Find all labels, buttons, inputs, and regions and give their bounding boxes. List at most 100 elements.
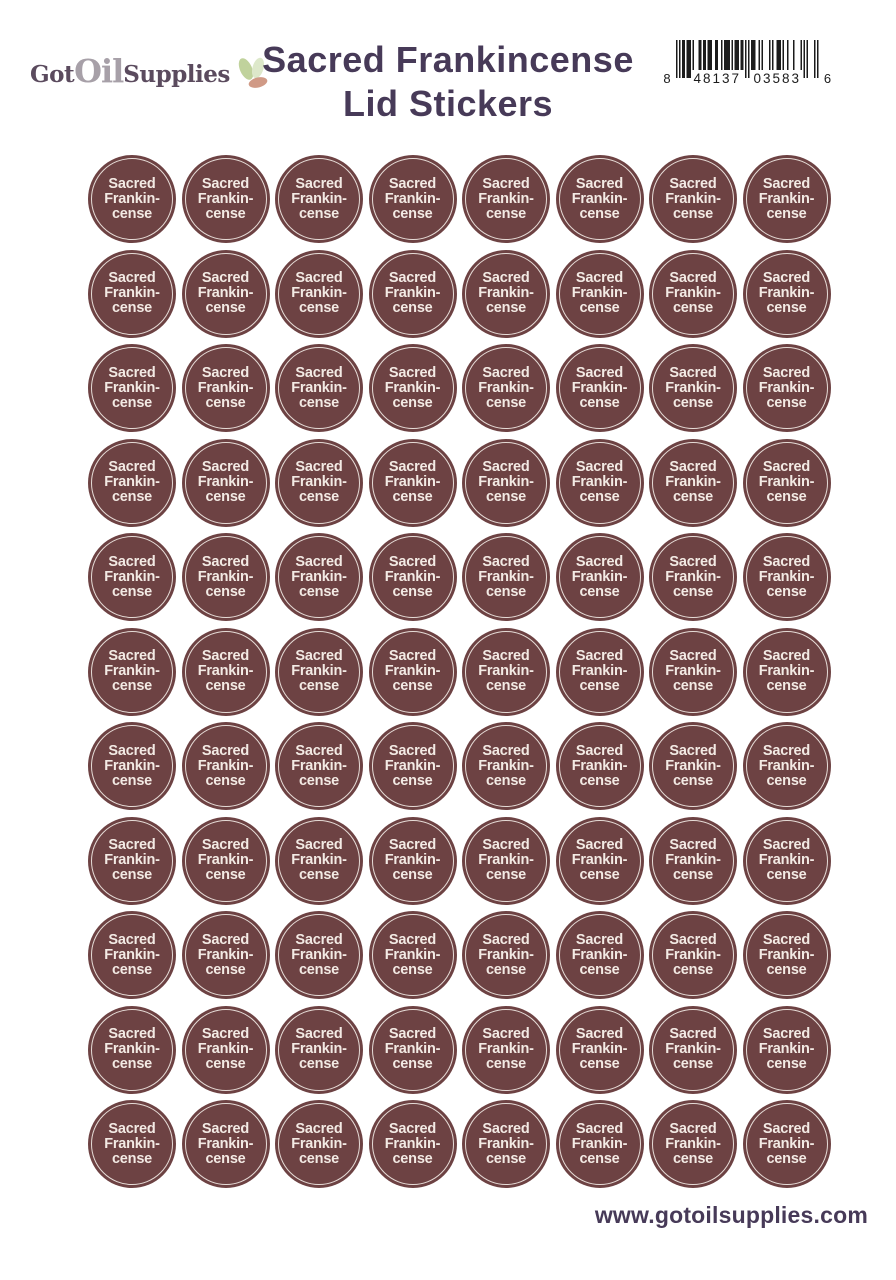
sticker: Sacred Frankin-cense [368,1100,457,1188]
sticker-label-line: cense [579,772,620,789]
sticker-label-line: cense [111,1150,153,1167]
sticker: Sacred Frankin-cense [462,816,550,905]
sticker-label-line: Frankin- [665,757,721,774]
sticker-label-line: cense [111,772,153,789]
sticker: Sacred Frankin-cense [742,1100,831,1188]
sticker: Sacred Frankin-cense [181,155,270,243]
sticker-label-line: Sacred [669,837,717,853]
sticker: Sacred Frankin-cense [88,722,176,810]
sticker-label-line: Frankin- [384,568,441,585]
sticker: Sacred Frankin-cense [462,249,550,338]
sticker-label-line: cense [205,394,246,411]
sticker-label-line: cense [485,205,527,222]
sticker: Sacred Frankin-cense [462,533,550,621]
sticker-label-line: Frankin- [571,474,628,490]
sticker-label-line: cense [111,961,153,978]
sticker-label-line: Sacred [108,1120,156,1137]
sticker-label-line: Frankin- [665,1135,721,1152]
sticker-label-line: Sacred [575,459,624,475]
sticker-label-line: cense [205,678,246,694]
sticker: Sacred Frankin-cense [462,722,550,810]
brand-logo: Got Oil Supplies [30,46,271,88]
sticker-label-line: Sacred [762,1026,811,1042]
sticker: Sacred Frankin-cense [742,722,831,810]
sticker-label-line: cense [205,205,246,222]
sticker: Sacred Frankin-cense [742,627,831,716]
sticker-label-line: Frankin- [384,379,441,396]
sticker-label-line: cense [766,489,807,505]
sticker-label-line: cense [672,678,714,694]
sticker-label-line: cense [579,489,620,505]
sticker-label-line: Sacred [762,1120,811,1137]
sticker: Sacred Frankin-cense [88,344,176,432]
sticker: Sacred Frankin-cense [368,911,457,999]
sticker-label-line: Frankin- [291,379,347,396]
sticker: Sacred Frankin-cense [555,1100,644,1188]
sticker-label-line: Frankin- [197,852,254,868]
sticker-label-line: Frankin- [291,1135,347,1152]
sticker-label-line: Sacred [482,364,530,381]
sticker: Sacred Frankin-cense [742,344,831,432]
sticker-label-line: Sacred [482,1026,530,1042]
sticker-label-line: Sacred [669,364,717,381]
sticker: Sacred Frankin-cense [555,1005,644,1094]
sticker: Sacred Frankin-cense [181,1005,270,1094]
sticker-label-line: cense [392,678,433,694]
sticker-label-line: Sacred [201,459,250,475]
sticker-label-line: Sacred [295,553,343,570]
sticker-label-line: Frankin- [197,946,254,963]
sticker-label-line: Sacred [295,459,343,475]
sticker-label-line: cense [766,300,807,316]
sticker-label-line: cense [766,961,807,978]
sticker: Sacred Frankin-cense [88,533,176,621]
sticker-label-line: Frankin- [665,190,721,207]
sticker-label-line: Sacred [295,1026,343,1042]
sticker-label-line: Frankin- [758,757,815,774]
sticker-label-line: cense [672,867,714,883]
sticker-label-line: cense [485,772,527,789]
sticker: Sacred Frankin-cense [649,344,737,432]
sticker-label-line: cense [485,678,527,694]
sticker-label-line: Frankin- [571,190,628,207]
sticker-label-line: cense [392,961,433,978]
sticker-label-line: Sacred [295,175,343,192]
sticker: Sacred Frankin-cense [181,533,270,621]
sticker-label-line: Sacred [108,270,156,286]
sticker-label-line: Frankin- [571,568,628,585]
sticker-label-line: Frankin- [571,1135,628,1152]
sticker-label-line: Sacred [575,837,624,853]
sticker-label-line: Sacred [575,931,624,948]
sticker-label-line: cense [392,772,433,789]
sticker-label-line: cense [111,489,153,505]
sticker-label-line: Frankin- [384,946,441,963]
sticker-label-line: cense [298,300,340,316]
sticker: Sacred Frankin-cense [181,722,270,810]
sticker-label-line: Frankin- [665,568,721,585]
sticker-label-line: Sacred [295,742,343,759]
sticker: Sacred Frankin-cense [462,155,550,243]
sticker-label-line: cense [392,300,433,316]
sticker-label-line: Sacred [575,175,624,192]
sticker: Sacred Frankin-cense [181,438,270,527]
sticker-label-line: Sacred [108,1026,156,1042]
sticker: Sacred Frankin-cense [275,722,363,810]
sticker-label-line: Frankin- [758,568,815,585]
sticker: Sacred Frankin-cense [555,155,644,243]
sticker: Sacred Frankin-cense [368,344,457,432]
sticker: Sacred Frankin-cense [462,1005,550,1094]
sticker-label-line: Frankin- [197,663,254,679]
sticker: Sacred Frankin-cense [275,1005,363,1094]
page-title-line1: Sacred Frankincense [262,39,634,80]
sticker-label-line: cense [766,205,807,222]
sticker-label-line: Sacred [201,364,250,381]
sticker-label-line: cense [672,205,714,222]
website-url: www.gotoilsupplies.com [594,1202,868,1228]
sticker: Sacred Frankin-cense [462,438,550,527]
sticker: Sacred Frankin-cense [368,1005,457,1094]
sticker-label-line: cense [111,205,153,222]
sticker-label-line: Frankin- [478,852,534,868]
sticker-label-line: cense [672,489,714,505]
sticker: Sacred Frankin-cense [275,155,363,243]
sticker: Sacred Frankin-cense [88,249,176,338]
sticker: Sacred Frankin-cense [649,627,737,716]
